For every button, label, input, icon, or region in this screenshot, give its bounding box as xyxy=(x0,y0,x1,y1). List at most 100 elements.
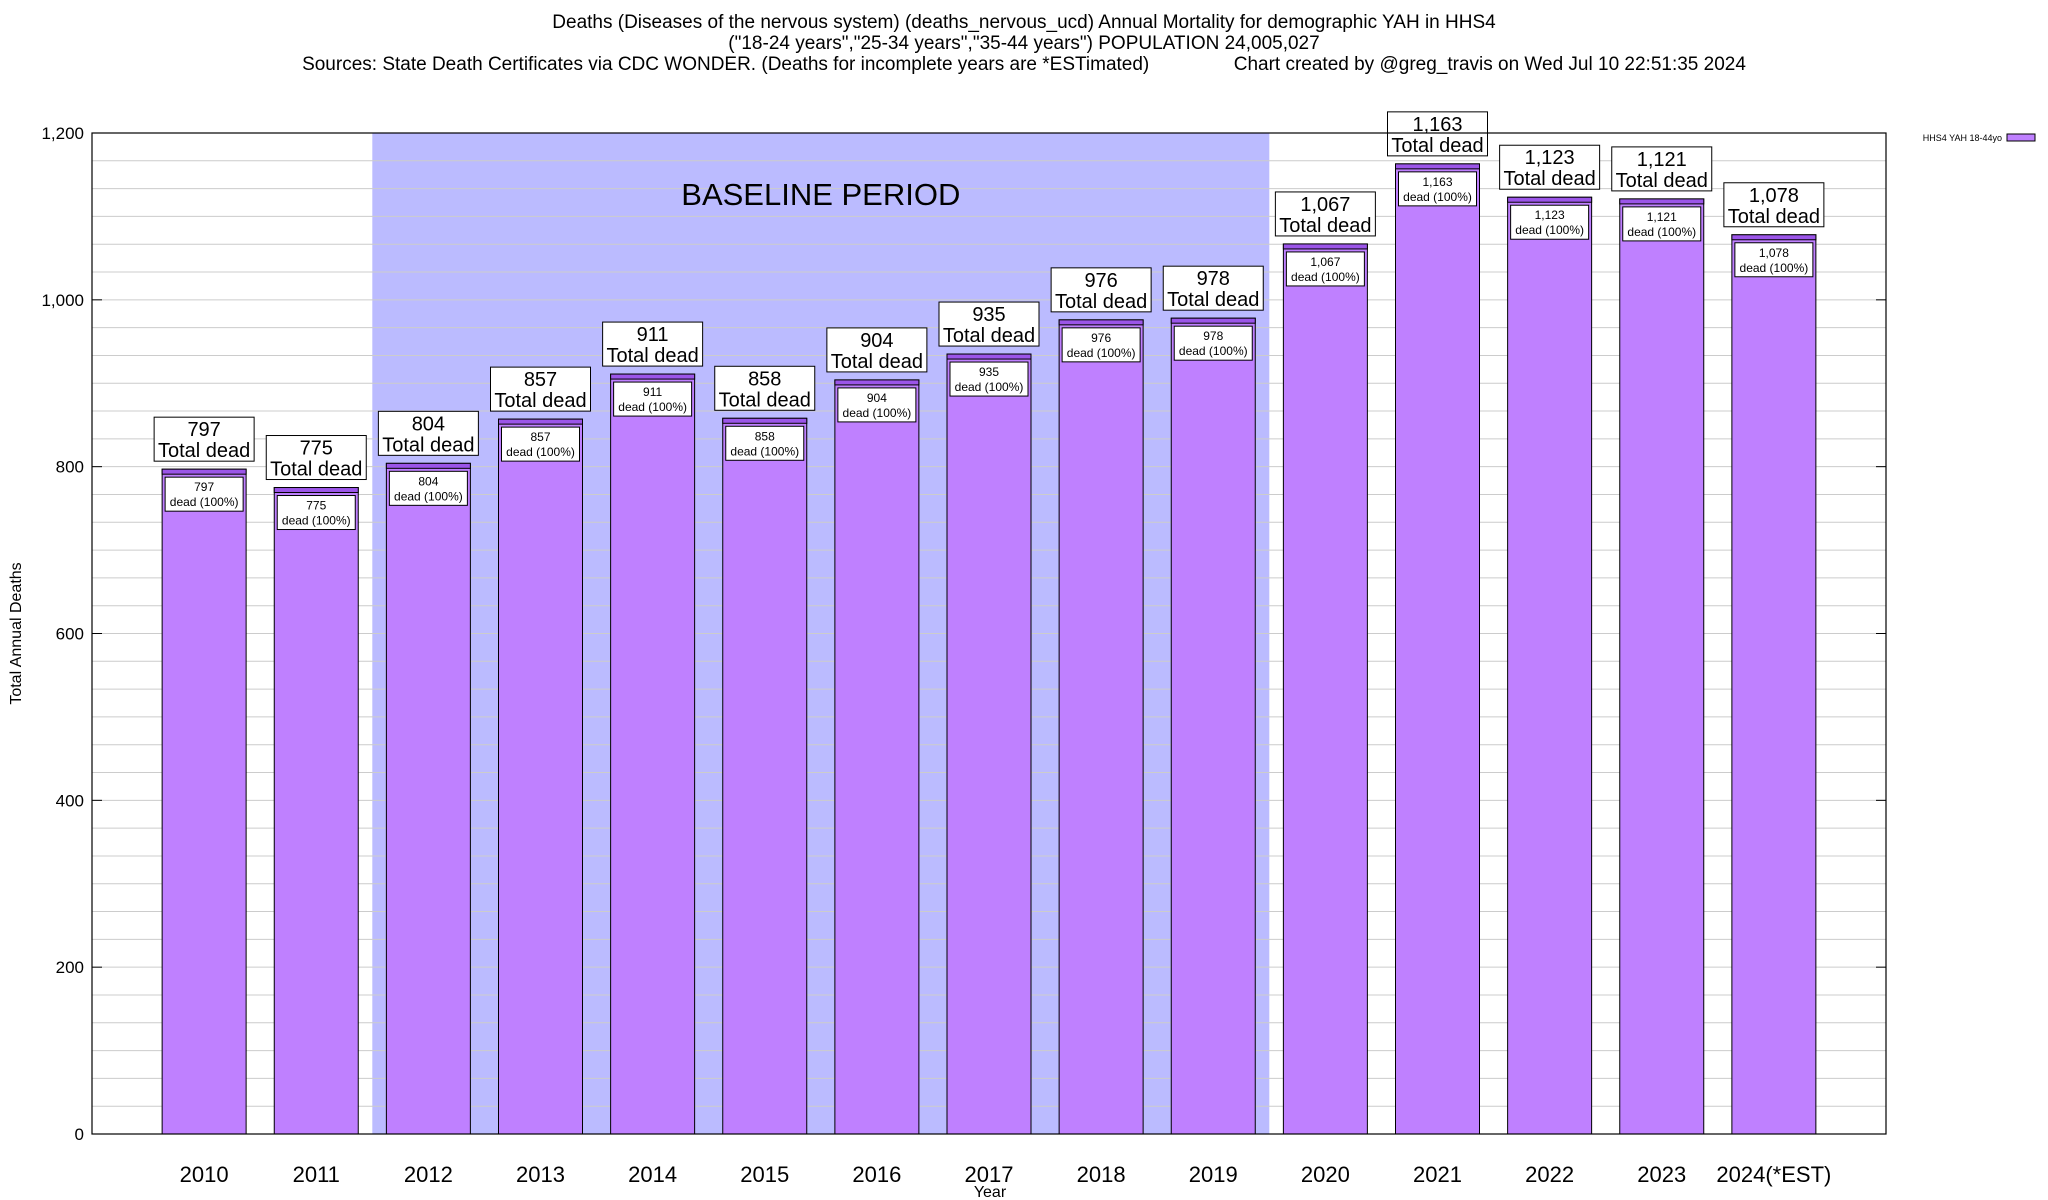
inner-percent-label: dead (100%) xyxy=(730,444,799,458)
inner-value-label: 1,067 xyxy=(1310,255,1340,269)
bar xyxy=(1282,243,1368,1135)
total-suffix-label: Total dead xyxy=(1055,291,1147,313)
inner-label-box xyxy=(276,495,356,531)
inner-value-label: 1,078 xyxy=(1759,246,1789,260)
inner-value-label: 978 xyxy=(1203,329,1223,343)
bar-cap xyxy=(498,418,583,425)
total-value-label: 935 xyxy=(972,304,1005,326)
total-value-label: 775 xyxy=(300,438,333,460)
total-suffix-label: Total dead xyxy=(1616,170,1708,192)
bar xyxy=(1507,196,1593,1135)
x-tick-label: 2021 xyxy=(1413,1162,1462,1187)
legend-label: HHS4 YAH 18-44yo xyxy=(1923,133,2002,143)
total-label-box xyxy=(377,410,479,456)
total-suffix-label: Total dead xyxy=(1728,206,1820,228)
total-suffix-label: Total dead xyxy=(719,389,811,411)
inner-label-box xyxy=(164,476,244,512)
inner-value-label: 911 xyxy=(643,385,662,399)
total-label-box xyxy=(1050,267,1152,313)
y-tick-label: 1,000 xyxy=(41,291,84,310)
total-value-label: 858 xyxy=(748,368,781,390)
bar-cap xyxy=(1507,196,1593,203)
total-suffix-label: Total dead xyxy=(1167,289,1259,311)
x-tick-label: 2024(*EST) xyxy=(1716,1162,1831,1187)
inner-percent-label: dead (100%) xyxy=(1627,225,1696,239)
total-suffix-label: Total dead xyxy=(270,459,362,481)
y-tick-label: 0 xyxy=(75,1125,84,1144)
chart-source-line: Sources: State Death Certificates via CD… xyxy=(302,54,1746,75)
inner-percent-label: dead (100%) xyxy=(955,380,1024,394)
bar xyxy=(834,379,920,1135)
inner-percent-label: dead (100%) xyxy=(170,495,239,509)
x-tick-label: 2013 xyxy=(516,1162,565,1187)
total-value-label: 1,067 xyxy=(1300,194,1350,216)
total-suffix-label: Total dead xyxy=(494,390,586,412)
bar-cap xyxy=(385,462,471,469)
inner-value-label: 804 xyxy=(418,474,438,488)
inner-value-label: 857 xyxy=(530,430,550,444)
total-suffix-label: Total dead xyxy=(1279,215,1371,237)
bar-cap xyxy=(1282,243,1368,250)
inner-percent-label: dead (100%) xyxy=(1291,270,1360,284)
inner-percent-label: dead (100%) xyxy=(1515,223,1584,237)
x-tick-label: 2017 xyxy=(965,1162,1014,1187)
inner-label-box xyxy=(725,425,805,461)
inner-label-box xyxy=(1510,204,1590,240)
inner-percent-label: dead (100%) xyxy=(1067,346,1136,360)
inner-value-label: 797 xyxy=(194,480,214,494)
total-suffix-label: Total dead xyxy=(1503,168,1595,190)
x-tick-label: 2016 xyxy=(852,1162,901,1187)
total-label-box xyxy=(1723,182,1825,228)
chart-title-block: Deaths (Diseases of the nervous system) … xyxy=(0,12,2048,75)
inner-label-box xyxy=(501,426,580,462)
inner-label-box xyxy=(388,470,468,506)
inner-percent-label: dead (100%) xyxy=(1740,261,1809,275)
inner-value-label: 1,121 xyxy=(1647,210,1677,224)
chart-subtitle: ("18-24 years","25-34 years","35-44 year… xyxy=(728,33,1320,54)
bar-cap xyxy=(1058,319,1144,326)
bar xyxy=(385,462,471,1135)
total-label-box xyxy=(938,301,1040,347)
inner-percent-label: dead (100%) xyxy=(282,514,351,528)
x-tick-label: 2020 xyxy=(1301,1162,1350,1187)
bar xyxy=(610,373,696,1135)
y-tick-label: 400 xyxy=(56,791,84,810)
total-suffix-label: Total dead xyxy=(606,345,698,367)
y-tick-label: 800 xyxy=(56,458,84,477)
x-tick-label: 2023 xyxy=(1637,1162,1686,1187)
inner-value-label: 935 xyxy=(979,365,999,379)
inner-value-label: 976 xyxy=(1091,331,1111,345)
bar-cap xyxy=(273,487,359,494)
bar xyxy=(1731,234,1817,1135)
bar xyxy=(722,417,808,1135)
total-value-label: 978 xyxy=(1197,268,1230,290)
inner-percent-label: dead (100%) xyxy=(394,489,463,503)
bar-cap xyxy=(834,379,920,386)
baseline-period-label: BASELINE PERIOD xyxy=(681,177,960,212)
inner-label-box xyxy=(1622,206,1702,242)
inner-percent-label: dead (100%) xyxy=(1403,190,1472,204)
total-label-box xyxy=(1274,191,1376,237)
x-tick-label: 2019 xyxy=(1189,1162,1238,1187)
inner-value-label: 1,163 xyxy=(1422,175,1452,189)
bar-cap xyxy=(1170,317,1256,324)
total-label-box xyxy=(1162,265,1264,311)
total-label-box xyxy=(490,366,591,412)
bar-cap xyxy=(1619,198,1705,205)
x-tick-label: 2010 xyxy=(180,1162,229,1187)
inner-label-box xyxy=(1398,171,1477,207)
inner-label-box xyxy=(949,361,1029,397)
total-label-box xyxy=(153,416,255,462)
y-axis-title: Total Annual Deaths xyxy=(8,562,25,704)
total-value-label: 1,123 xyxy=(1525,147,1575,169)
bar xyxy=(1395,163,1480,1135)
bar xyxy=(1058,319,1144,1135)
total-value-label: 904 xyxy=(860,330,893,352)
bar xyxy=(273,487,359,1135)
bar-cap xyxy=(946,353,1032,360)
total-value-label: 797 xyxy=(187,419,220,441)
x-tick-label: 2022 xyxy=(1525,1162,1574,1187)
inner-label-box xyxy=(1061,327,1141,363)
x-tick-label: 2012 xyxy=(404,1162,453,1187)
